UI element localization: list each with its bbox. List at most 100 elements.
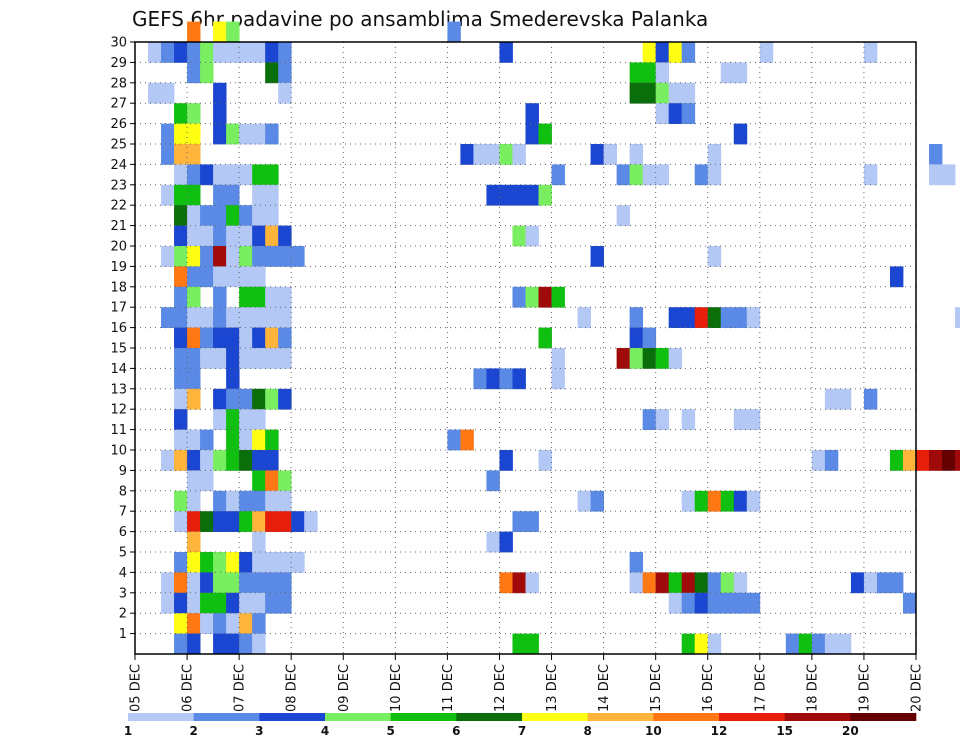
- heatmap-cell: [174, 572, 188, 594]
- heatmap-cell: [239, 429, 253, 451]
- heatmap-cell: [252, 592, 266, 614]
- legend-swatch: [390, 713, 457, 721]
- heatmap-cell: [161, 572, 175, 594]
- legend-swatch: [784, 713, 851, 721]
- heatmap-cell: [707, 164, 722, 186]
- heatmap-cell: [590, 490, 604, 512]
- heatmap-cell: [252, 388, 266, 410]
- heatmap-cell: [239, 266, 253, 288]
- heatmap-cell: [187, 429, 201, 451]
- heatmap-cell: [525, 103, 539, 124]
- heatmap-cell: [174, 205, 188, 226]
- y-tick-label: 16: [110, 321, 127, 336]
- heatmap-cell: [785, 633, 800, 655]
- heatmap-cell: [161, 42, 175, 63]
- heatmap-cell: [746, 490, 761, 512]
- y-tick-label: 27: [110, 97, 127, 112]
- heatmap-cell: [824, 450, 839, 471]
- heatmap-cell: [187, 592, 201, 614]
- legend-label: 10: [645, 724, 662, 738]
- y-axis-ticks: 1234567891011121314151617181920212223242…: [110, 36, 135, 642]
- heatmap-cell: [200, 164, 214, 186]
- heatmap-cell: [252, 450, 266, 471]
- heatmap-cell: [200, 511, 214, 532]
- heatmap-cell: [278, 388, 292, 410]
- heatmap-cell: [681, 307, 696, 328]
- heatmap-cell: [681, 42, 696, 63]
- heatmap-cell: [655, 62, 670, 84]
- heatmap-cell: [863, 164, 878, 186]
- heatmap-cell: [252, 633, 266, 655]
- heatmap-cell: [642, 62, 657, 84]
- heatmap-cell: [226, 490, 240, 512]
- grid-lines: [135, 42, 916, 654]
- x-tick-label: 09 DEC: [337, 664, 352, 712]
- heatmap-cell: [499, 531, 513, 553]
- heatmap-cell: [161, 82, 175, 104]
- y-tick-label: 2: [119, 607, 127, 622]
- y-tick-label: 24: [110, 158, 127, 173]
- heatmap-cell: [629, 144, 644, 165]
- heatmap-cell: [213, 42, 227, 63]
- legend-label: 20: [842, 724, 859, 738]
- y-tick-label: 30: [110, 36, 127, 51]
- heatmap-cell: [837, 388, 852, 410]
- heatmap-cell: [863, 388, 878, 410]
- heatmap-cell: [239, 42, 253, 63]
- legend-swatch: [850, 713, 917, 721]
- heatmap-cell: [161, 144, 175, 165]
- heatmap-cell: [889, 450, 904, 471]
- heatmap-cell: [265, 572, 279, 594]
- y-tick-label: 10: [110, 444, 127, 459]
- heatmap-cell: [525, 225, 539, 247]
- heatmap-cell: [512, 184, 526, 206]
- heatmap-cell: [512, 511, 526, 532]
- heatmap-cell: [187, 388, 201, 410]
- heatmap-cell: [239, 613, 253, 634]
- heatmap-cell: [746, 307, 761, 328]
- heatmap-cell: [707, 307, 722, 328]
- x-tick-label: 20 DEC: [910, 664, 925, 712]
- heatmap-cell: [265, 490, 279, 512]
- heatmap-cell: [577, 490, 591, 512]
- heatmap-cell: [252, 470, 266, 492]
- x-tick-label: 15 DEC: [649, 664, 664, 712]
- heatmap-cell: [512, 225, 526, 247]
- heatmap-cell: [955, 307, 960, 328]
- heatmap-cell: [213, 633, 227, 655]
- heatmap-cell: [226, 633, 240, 655]
- heatmap-cell: [148, 82, 162, 104]
- heatmap-cell: [252, 184, 266, 206]
- heatmap-cell: [187, 184, 201, 206]
- y-tick-label: 9: [119, 464, 127, 479]
- heatmap-cell: [213, 266, 227, 288]
- heatmap-cell: [707, 246, 722, 267]
- heatmap-cell: [200, 225, 214, 247]
- legend-swatch: [128, 713, 194, 721]
- heatmap-cell: [551, 368, 565, 390]
- heatmap-cell: [226, 123, 240, 145]
- heatmap-cell: [668, 348, 683, 369]
- heatmap-cell: [252, 266, 266, 288]
- heatmap-cell: [278, 42, 292, 63]
- heatmap-cell: [525, 123, 539, 145]
- x-tick-label: 08 DEC: [285, 664, 300, 712]
- heatmap-cell: [187, 552, 201, 573]
- heatmap-cell: [213, 511, 227, 532]
- heatmap-cell: [499, 368, 513, 390]
- heatmap-cell: [161, 246, 175, 267]
- heatmap-cell: [265, 511, 279, 532]
- heatmap-cell: [694, 572, 709, 594]
- heatmap-cell: [187, 62, 201, 84]
- heatmap-cell: [850, 572, 865, 594]
- heatmap-cell: [226, 429, 240, 451]
- heatmap-cell: [187, 531, 201, 553]
- heatmap-cell: [226, 327, 240, 349]
- heatmap-cell: [642, 82, 657, 104]
- heatmap-cell: [187, 266, 201, 288]
- heatmap-cell: [161, 307, 175, 328]
- heatmap-cell: [837, 633, 852, 655]
- x-tick-label: 05 DEC: [129, 664, 144, 712]
- heatmap-cell: [265, 592, 279, 614]
- heatmap-cell: [213, 205, 227, 226]
